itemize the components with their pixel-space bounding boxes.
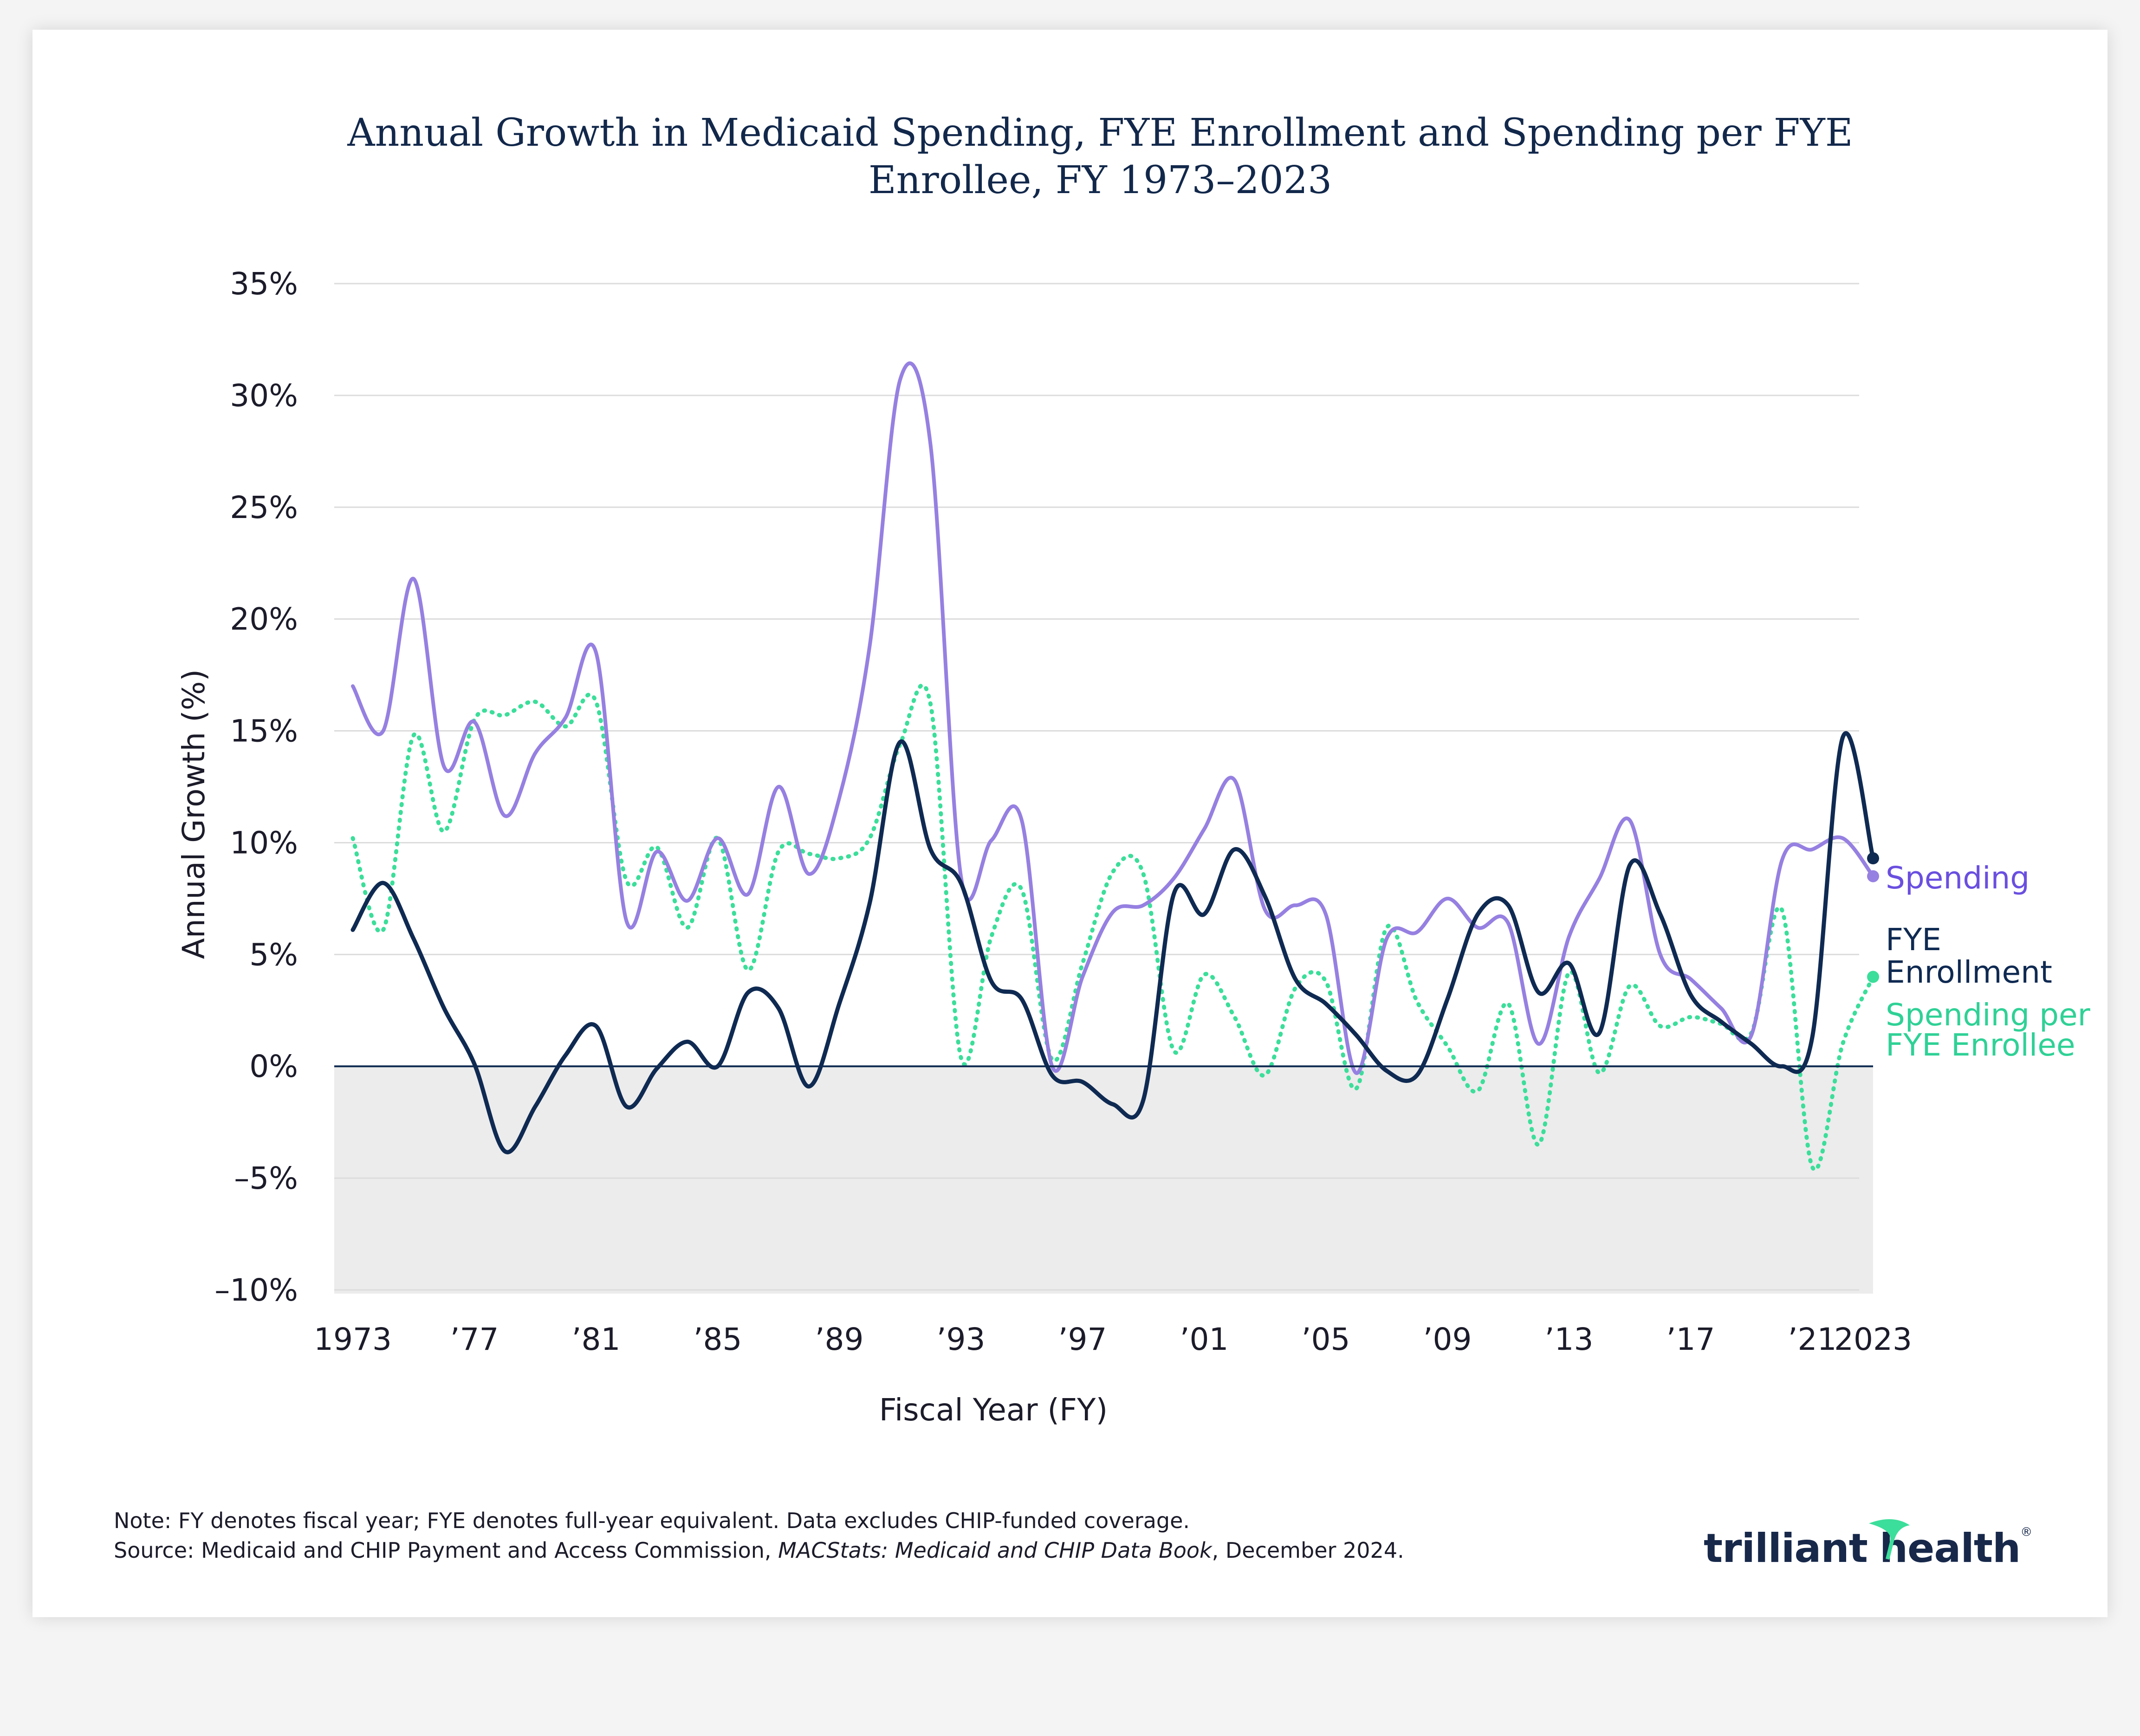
series-label-fye-enrollment: Enrollment (1886, 954, 2052, 990)
y-axis-label: Annual Growth (%) (176, 669, 212, 959)
y-tick-label: 35% (230, 266, 298, 302)
series-endpoint-spending-per-fye-enrollee (1867, 971, 1879, 983)
chart-canvas: Annual Growth in Medicaid Spending, FYE … (176, 111, 2091, 1428)
x-tick-label: ’93 (937, 1321, 986, 1357)
y-tick-label: 30% (230, 378, 298, 414)
series-line-spending (351, 361, 1875, 1075)
source-text: Source: Medicaid and CHIP Payment and Ac… (114, 1535, 1404, 1565)
x-tick-label: ’77 (450, 1321, 499, 1357)
y-tick-label: 0% (249, 1049, 298, 1084)
x-tick-label: 2023 (1834, 1321, 1912, 1357)
logo-text-health: health (1879, 1525, 2021, 1572)
plot-area: 35% 30% 25% 20% 15% 10% 5% 0% –5% –10% 1973 ’77 ’81 ’… (214, 266, 2090, 1357)
x-tick-label: ’09 (1423, 1321, 1472, 1357)
x-axis-label: Fiscal Year (FY) (879, 1392, 1108, 1428)
chart-title-line-2: Enrollee, FY 1973–2023 (869, 158, 1332, 202)
y-tick-label: –10% (214, 1272, 298, 1308)
x-tick-label: ’97 (1058, 1321, 1107, 1357)
y-tick-label: 20% (230, 602, 298, 637)
note-text: Note: FY denotes fiscal year; FYE denote… (114, 1508, 1190, 1533)
chart-title-line-1: Annual Growth in Medicaid Spending, FYE … (347, 111, 1853, 155)
y-tick-label: 25% (230, 490, 298, 525)
x-tick-label: ’89 (815, 1321, 864, 1357)
x-tick-label: 1973 (314, 1321, 392, 1357)
x-tick-label: ’21 (1788, 1321, 1837, 1357)
x-tick-label: ’05 (1302, 1321, 1350, 1357)
y-tick-label: –5% (234, 1160, 298, 1196)
x-tick-label: ’13 (1545, 1321, 1594, 1357)
logo-swoosh-icon (1869, 1519, 1910, 1560)
x-tick-label: ’81 (572, 1321, 621, 1357)
series-label-spending-per-fye-enrollee: FYE Enrollee (1886, 1027, 2075, 1063)
source-suffix: , December 2024. (1212, 1538, 1404, 1563)
chart-card: Annual Growth in Medicaid Spending, FYE … (32, 30, 2108, 1617)
logo-text-trilliant: trilliant (1704, 1525, 1868, 1572)
trilliant-health-logo: trilliant health® (1704, 1525, 2032, 1572)
source-title: MACStats: Medicaid and CHIP Data Book (778, 1538, 1212, 1563)
series-endpoint-spending (1867, 870, 1879, 882)
series-line-fye-enrollment (350, 731, 1875, 1154)
source-prefix: Source: Medicaid and CHIP Payment and Ac… (114, 1538, 778, 1563)
x-tick-label: ’85 (694, 1321, 742, 1357)
x-tick-label: ’17 (1667, 1321, 1715, 1357)
y-tick-label: 5% (249, 937, 298, 972)
x-tick-label: ’01 (1180, 1321, 1229, 1357)
y-tick-label: 15% (230, 713, 298, 749)
negative-region-band (334, 1066, 1873, 1294)
chart-notes: Note: FY denotes fiscal year; FYE denote… (114, 1506, 1404, 1565)
logo-registered-mark: ® (2020, 1525, 2032, 1539)
series-label-spending-per-fye-enrollee: Spending per (1886, 997, 2091, 1033)
series-endpoint-fye-enrollment (1867, 852, 1879, 865)
series-label-spending: Spending (1886, 860, 2030, 896)
y-tick-label: 10% (230, 825, 298, 861)
series-label-fye-enrollment: FYE (1886, 922, 1941, 958)
